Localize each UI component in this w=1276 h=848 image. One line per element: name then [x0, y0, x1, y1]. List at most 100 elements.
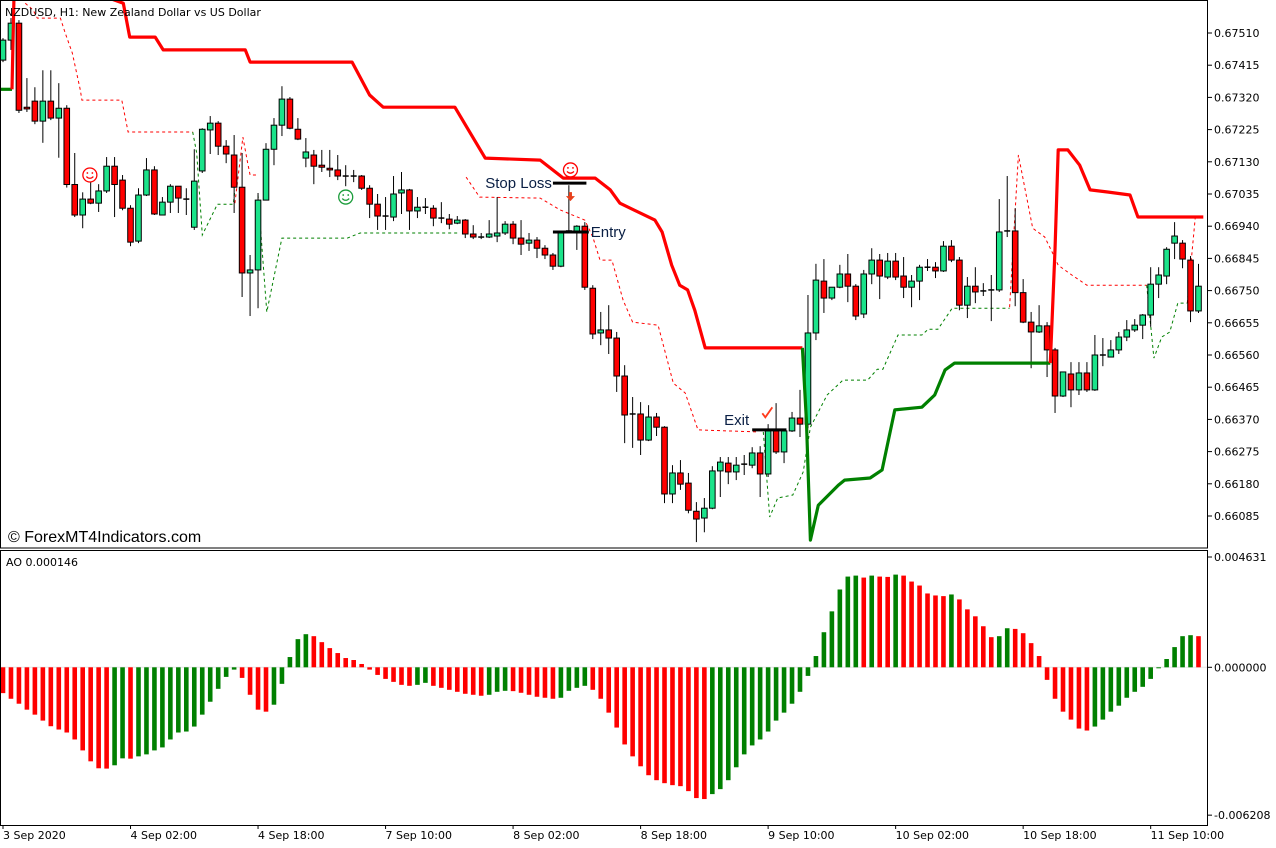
candle-body-bear: [820, 280, 828, 299]
candle-body-bear: [685, 482, 692, 511]
candle: [159, 197, 166, 216]
ao-bar: [582, 667, 588, 686]
candle-body-bull: [1115, 336, 1123, 351]
candle: [71, 152, 79, 218]
ao-bar: [821, 632, 827, 668]
candle-body-bull: [525, 239, 533, 244]
ao-bar: [287, 657, 293, 668]
candle-body-bear: [621, 375, 628, 416]
candle-body-bear: [446, 218, 453, 225]
candle: [310, 149, 318, 185]
ao-bar: [1164, 659, 1169, 668]
ao-bar: [1044, 667, 1050, 680]
candle-body-bear: [469, 233, 477, 238]
candle-body-bull: [701, 507, 708, 519]
candle-body-bull: [645, 416, 652, 441]
candle: [461, 219, 469, 239]
candle: [422, 198, 429, 214]
ao-bar: [1196, 636, 1201, 668]
ao-bar: [749, 667, 755, 746]
ao-bar: [0, 667, 6, 694]
candle: [278, 86, 286, 137]
candle: [1187, 256, 1194, 323]
ao-bar: [558, 667, 564, 698]
ao-bar: [646, 667, 651, 776]
ao-bar: [351, 660, 356, 668]
ao-bar: [853, 575, 859, 668]
ao-bar: [40, 667, 46, 721]
candle-body-bull: [916, 266, 923, 282]
ao-bar: [1108, 667, 1114, 712]
ao-bar: [741, 667, 747, 755]
candle: [948, 240, 955, 263]
ao-bar: [367, 667, 372, 670]
candle: [469, 225, 477, 240]
candle: [900, 257, 907, 299]
ao-bar: [343, 658, 349, 668]
candle: [836, 264, 844, 289]
ao-bar: [885, 576, 890, 668]
ao-bar: [917, 585, 922, 668]
ao-bar: [24, 667, 30, 710]
candle-body-bull: [1107, 349, 1115, 358]
candle-body-bear: [222, 145, 230, 155]
ao-bar: [16, 667, 22, 704]
candle: [127, 205, 134, 247]
candle: [87, 182, 94, 205]
ao-bar: [757, 667, 763, 740]
price-tick-label: 0.67320: [1214, 91, 1260, 104]
candle: [892, 252, 899, 281]
ao-bar: [184, 667, 189, 732]
candle-body-bear: [63, 107, 71, 186]
candle: [1115, 331, 1123, 354]
candle: [366, 185, 373, 219]
ao-bar: [542, 667, 548, 698]
candle: [453, 216, 461, 225]
price-tick-label: 0.66750: [1214, 285, 1260, 298]
candle: [493, 197, 501, 243]
candle-body-bear: [756, 452, 764, 475]
ao-bar: [845, 576, 851, 668]
ao-bar: [231, 667, 237, 670]
candle-body-bear: [87, 198, 94, 204]
candle-body-bear: [1187, 259, 1194, 312]
candle: [1123, 320, 1131, 342]
ao-bar: [654, 667, 659, 781]
candle: [262, 143, 270, 201]
candle: [342, 165, 349, 187]
candle-body-bear: [932, 266, 939, 272]
candle: [573, 225, 581, 250]
ao-bar: [64, 667, 70, 733]
ao-bar: [949, 594, 954, 668]
candle-body-bear: [461, 219, 469, 235]
candle: [613, 331, 620, 392]
ao-bar: [1140, 667, 1146, 687]
candle-body-bull: [1147, 283, 1154, 316]
ao-bar: [574, 667, 580, 688]
ao-bar: [614, 667, 619, 728]
candle-body-bear: [613, 337, 620, 377]
time-tick-label: 8 Sep 02:00: [513, 829, 579, 842]
candle: [597, 311, 605, 346]
candle-body-bull: [485, 233, 493, 238]
candle: [501, 221, 509, 236]
candle: [685, 472, 692, 514]
candle-body-bear: [844, 273, 852, 287]
ao-bar: [311, 636, 317, 668]
ao-bar: [32, 667, 38, 715]
time-tick-label: 7 Sep 10:00: [386, 829, 452, 842]
ao-bar: [56, 667, 62, 730]
candle: [23, 78, 31, 112]
smiley-eye: [86, 172, 89, 174]
candle-body-bear: [318, 164, 326, 168]
candle: [1195, 263, 1202, 313]
candle: [222, 140, 230, 164]
candle-body-bull: [732, 464, 740, 473]
ao-bar: [431, 667, 436, 686]
ao-bar: [215, 667, 221, 689]
ao-pane: [0, 574, 1208, 800]
ao-bar: [399, 667, 404, 685]
ao-bar: [319, 642, 325, 668]
candle-body-bull: [390, 193, 397, 218]
ao-bar: [1076, 667, 1082, 729]
